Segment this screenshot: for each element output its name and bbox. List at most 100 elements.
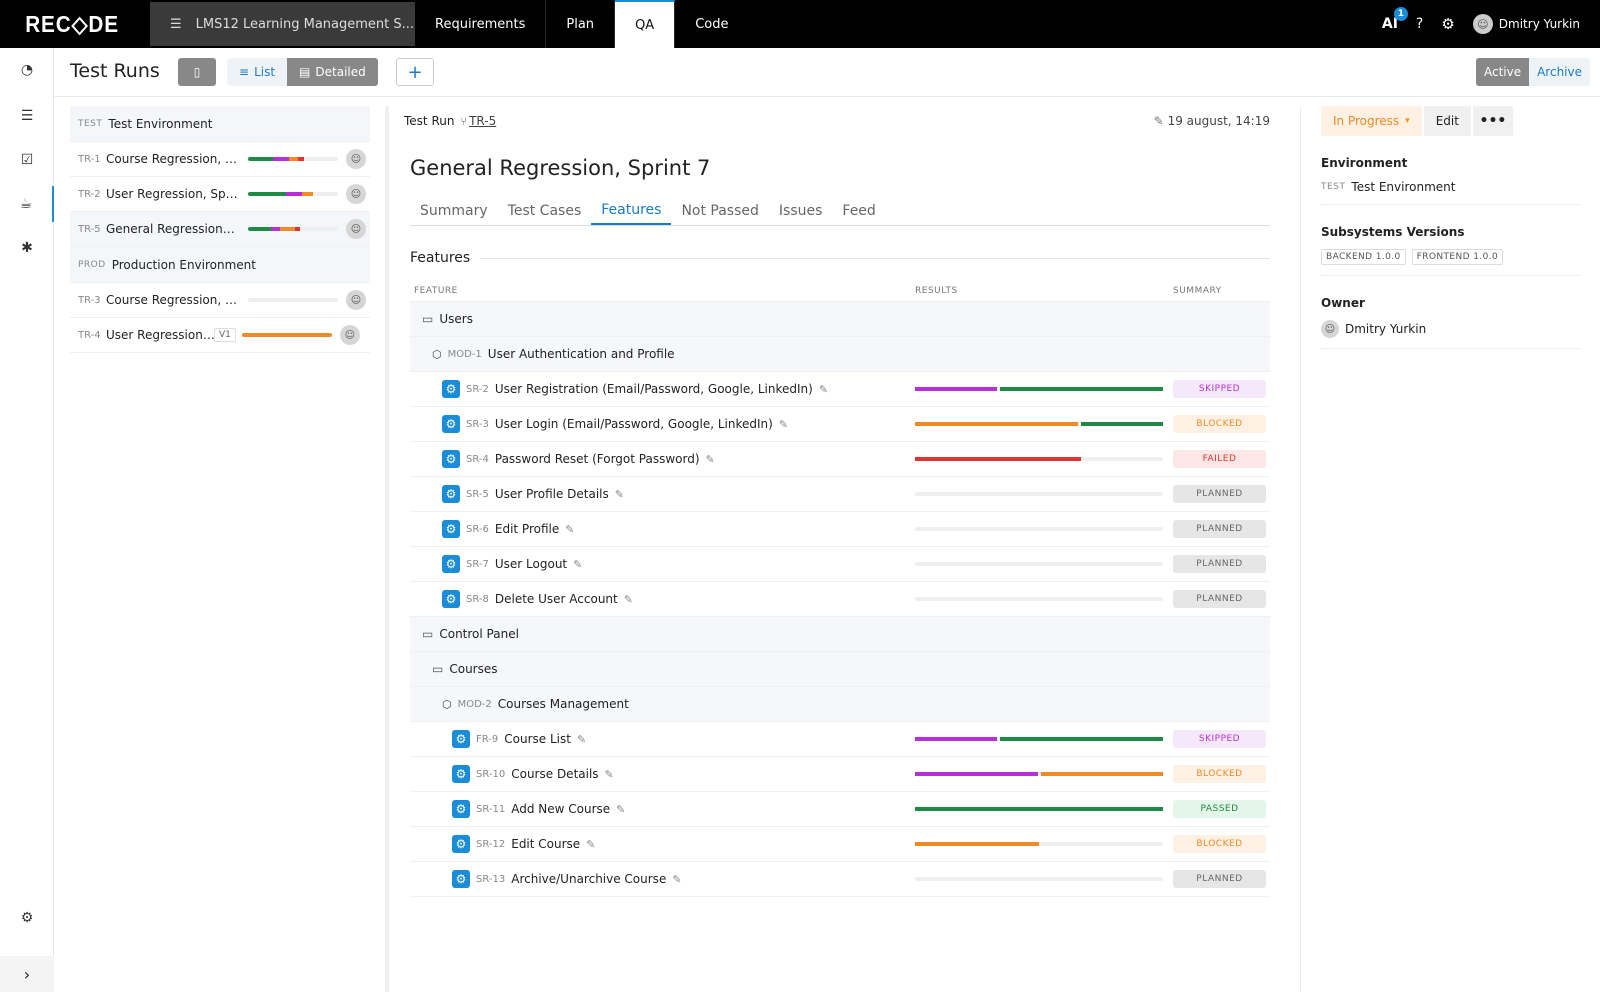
test-run-row[interactable]: TR-3 Course Regression, Sp... ☺ [70, 283, 370, 318]
feature-row[interactable]: ⚙ SR-5 User Profile Details ✎ PLANNED [410, 477, 1270, 512]
gear-icon: ⚙ [442, 450, 460, 468]
feature-label: ▭ Control Panel [422, 627, 519, 641]
toggle-sidebar-button[interactable]: ▯ [178, 58, 216, 86]
settings-icon[interactable]: ⚙ [20, 910, 34, 926]
nav-tab-code[interactable]: Code [695, 16, 729, 32]
module-row[interactable]: ⬡ MOD-1 User Authentication and Profile [410, 337, 1270, 372]
test-run-row[interactable]: TR-4 User Regression Pr... V1 ☺ [70, 318, 370, 353]
left-rail: ◔ ☰ ☑ ☕ ✱ ⚙ › [0, 48, 54, 992]
checklist-icon[interactable]: ☑ [20, 152, 34, 168]
avatar: ☺ [339, 325, 360, 345]
progress-segment [280, 227, 295, 231]
pencil-icon[interactable]: ✎ [614, 487, 624, 501]
ai-notification-badge: 1 [1393, 7, 1408, 21]
tab-test-cases[interactable]: Test Cases [507, 202, 582, 219]
test-run-row[interactable]: TR-2 User Regression, Sprin... ☺ [70, 177, 370, 212]
archive-filter-button[interactable]: Archive [1529, 58, 1590, 86]
results-cell [915, 737, 1173, 741]
tab-feed[interactable]: Feed [842, 202, 876, 219]
active-filter-button[interactable]: Active [1475, 58, 1530, 86]
module-row[interactable]: ⬡ MOD-2 Courses Management [410, 687, 1270, 722]
status-badge: PLANNED [1173, 555, 1266, 573]
tab-not-passed[interactable]: Not Passed [681, 202, 759, 219]
more-options-button[interactable]: ••• [1472, 106, 1513, 136]
app-logo[interactable]: REC◇DE [25, 10, 119, 37]
test-run-row[interactable]: TR-5 General Regression, S... ☺ [70, 212, 370, 247]
test-run-row[interactable]: TR-1 Course Regression, Sp... ☺ [70, 142, 370, 177]
list-view-button[interactable]: ≡ List [227, 58, 288, 86]
results-bar [915, 807, 1163, 811]
feature-row[interactable]: ⚙ SR-6 Edit Profile ✎ PLANNED [410, 512, 1270, 547]
nav-tab-qa[interactable]: QA [615, 0, 676, 48]
feature-label: ⚙ SR-5 User Profile Details ✎ [410, 485, 915, 503]
environment-group-test[interactable]: TEST Test Environment [70, 106, 370, 142]
feature-row[interactable]: ⚙ FR-9 Course List ✎ SKIPPED [410, 722, 1270, 757]
settings-icon[interactable]: ⚙ [1441, 15, 1455, 33]
status-dropdown[interactable]: In Progress ▾ [1321, 106, 1422, 136]
version-tag: V1 [214, 328, 236, 342]
results-bar [915, 492, 1163, 496]
panel-splitter[interactable] [385, 106, 389, 992]
run-id-link[interactable]: TR-5 [469, 114, 497, 128]
feature-row[interactable]: ⚙ SR-2 User Registration (Email/Password, … [410, 372, 1270, 407]
test-runs-icon[interactable]: ☕ [0, 186, 54, 222]
pencil-icon[interactable]: ✎ [586, 837, 596, 851]
detailed-view-button[interactable]: ▤ Detailed [287, 58, 378, 86]
dashboard-icon[interactable]: ◔ [20, 62, 34, 78]
pencil-icon[interactable]: ✎ [778, 417, 789, 431]
feature-row[interactable]: ⚙ SR-8 Delete User Account ✎ PLANNED [410, 582, 1270, 617]
pencil-icon[interactable]: ✎ [616, 802, 626, 816]
edit-button[interactable]: Edit [1423, 106, 1471, 136]
pencil-icon[interactable]: ✎ [573, 557, 583, 571]
folder-row[interactable]: ▭ Users [410, 302, 1270, 337]
results-cell [915, 772, 1173, 776]
expand-chevron-icon[interactable]: › [0, 956, 54, 992]
ai-icon[interactable]: AI 1 [1382, 7, 1408, 32]
bug-icon[interactable]: ✱ [21, 240, 33, 256]
pencil-icon[interactable]: ✎ [576, 732, 587, 746]
user-menu[interactable]: ☺ Dmitry Yurkin [1472, 14, 1580, 34]
feature-row[interactable]: ⚙ SR-3 User Login (Email/Password, Google,… [410, 407, 1270, 442]
gear-icon: ⚙ [442, 520, 460, 538]
status-badge: PLANNED [1173, 870, 1266, 888]
feature-row[interactable]: ⚙ SR-7 User Logout ✎ PLANNED [410, 547, 1270, 582]
module-icon: ⬡ [432, 347, 442, 361]
feature-label: ⬡ MOD-2 Courses Management [442, 697, 629, 711]
feature-row[interactable]: ⚙ SR-10 Course Details ✎ BLOCKED [410, 757, 1270, 792]
pencil-icon[interactable]: ✎ [604, 767, 614, 781]
project-selector[interactable]: ☰ LMS12 Learning Management S... [150, 2, 415, 46]
nav-tab-plan[interactable]: Plan [546, 0, 616, 48]
folder-row[interactable]: ▭ Courses [410, 652, 1270, 687]
results-segment [915, 422, 1079, 426]
tab-issues[interactable]: Issues [778, 202, 823, 219]
feature-row[interactable]: ⚙ SR-13 Archive/Unarchive Course ✎ PLANNED [410, 862, 1270, 897]
feature-row[interactable]: ⚙ SR-12 Edit Course ✎ BLOCKED [410, 827, 1270, 862]
feature-row[interactable]: ⚙ SR-4 Password Reset (Forgot Password) ✎ FA… [410, 442, 1270, 477]
feature-label: ⬡ MOD-1 User Authentication and Profile [432, 347, 675, 361]
nav-tab-requirements[interactable]: Requirements [415, 0, 547, 48]
progress-segment [248, 157, 274, 161]
add-test-run-button[interactable]: + [396, 58, 434, 86]
tab-features[interactable]: Features [591, 196, 672, 225]
pencil-icon[interactable]: ✎ [565, 522, 575, 536]
list-icon[interactable]: ☰ [20, 108, 34, 124]
feature-label: ⚙ SR-8 Delete User Account ✎ [410, 590, 915, 608]
folder-row[interactable]: ▭ Control Panel [410, 617, 1270, 652]
environment-group-prod[interactable]: PROD Production Environment [70, 247, 370, 283]
pencil-icon[interactable]: ✎ [623, 592, 633, 606]
run-name: General Regression, S... [106, 222, 238, 236]
tab-summary[interactable]: Summary [420, 202, 488, 219]
feature-label: ⚙ SR-13 Archive/Unarchive Course ✎ [410, 870, 915, 888]
results-bar [915, 457, 1163, 461]
run-id: TR-5 [78, 223, 101, 235]
link-icon: ⑂ [460, 114, 468, 128]
help-icon[interactable]: ? [1415, 16, 1424, 32]
owner-value: ☺ Dmitry Yurkin [1321, 320, 1581, 349]
gear-icon: ⚙ [452, 870, 470, 888]
pencil-icon[interactable]: ✎ [705, 452, 715, 466]
feature-row[interactable]: ⚙ SR-11 Add New Course ✎ PASSED [410, 792, 1270, 827]
pencil-icon[interactable]: ✎ [818, 382, 829, 396]
feature-label: ⚙ SR-3 User Login (Email/Password, Google,… [410, 415, 915, 433]
pencil-icon[interactable]: ✎ [672, 872, 682, 886]
avatar: ☺ [346, 184, 366, 204]
